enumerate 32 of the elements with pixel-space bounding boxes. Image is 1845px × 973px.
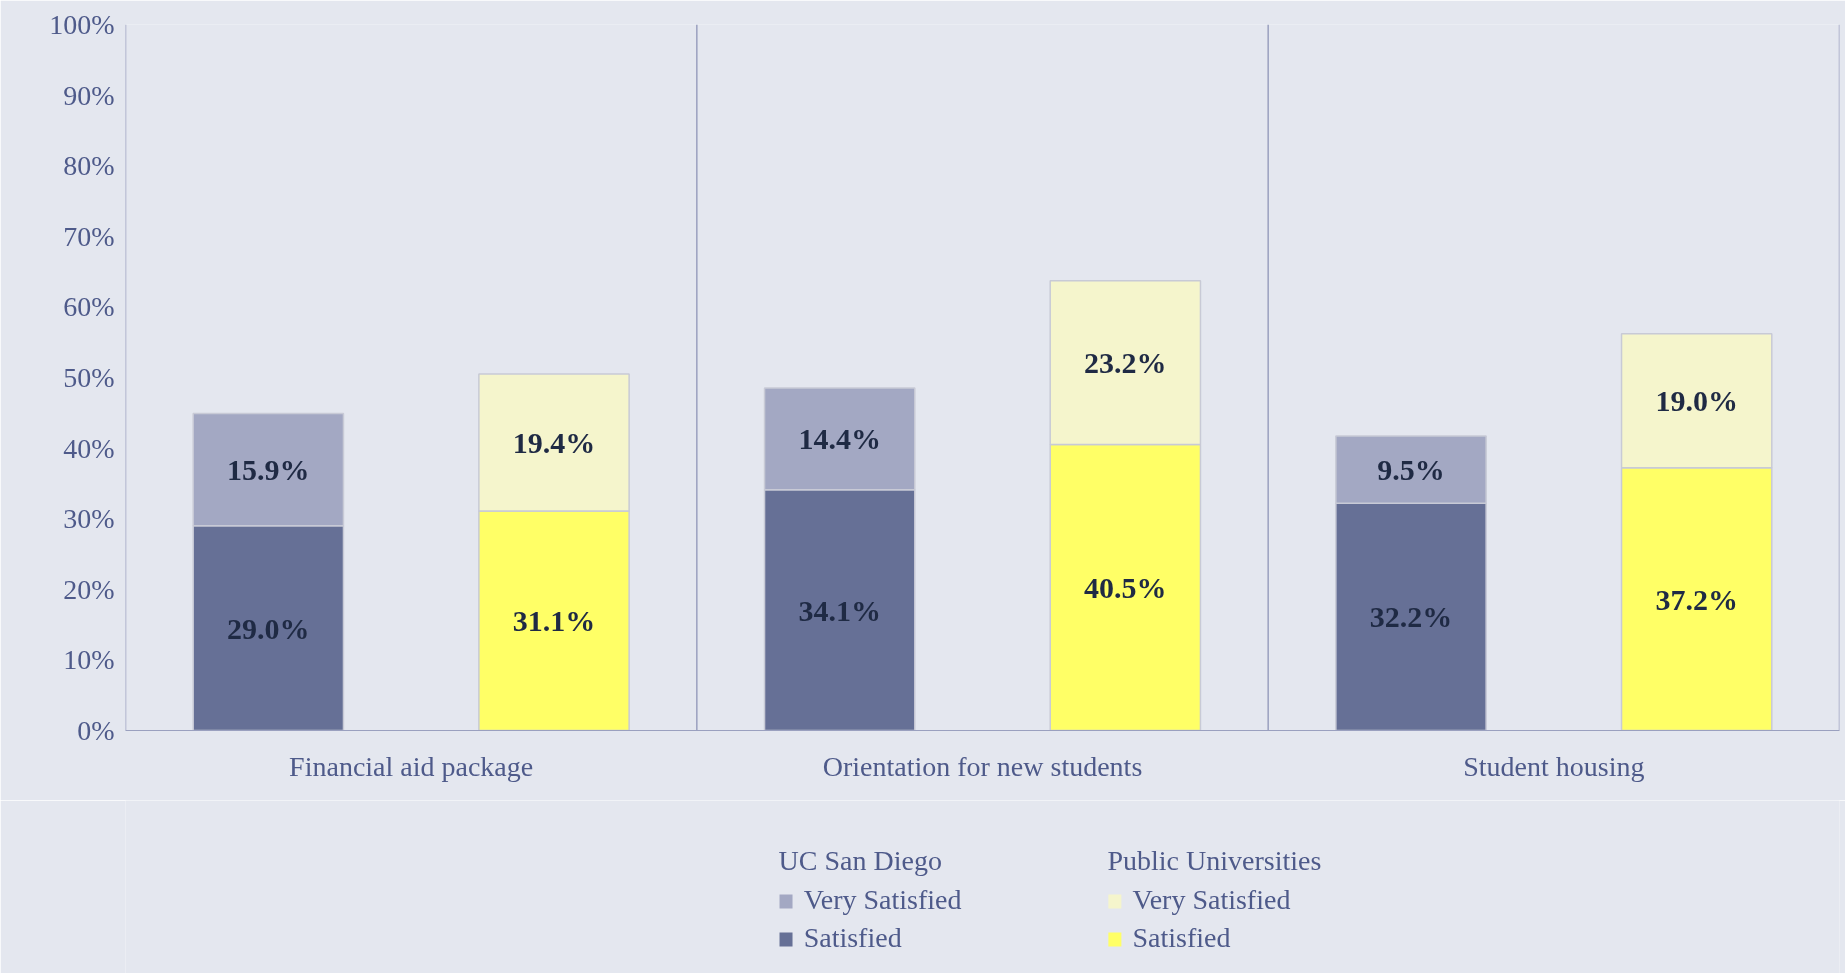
text: Financial aid package xyxy=(289,750,534,782)
legend-label: Very Satisfied xyxy=(803,884,962,915)
data-label: 19.4% xyxy=(512,425,596,459)
data-label: 37.2% xyxy=(1655,582,1738,616)
legend-label: Satisfied xyxy=(803,922,902,953)
y-tick-label: 10% xyxy=(63,644,115,676)
legend-label: Very Satisfied xyxy=(1132,884,1291,915)
y-tick-label: 70% xyxy=(63,220,115,252)
y-tick-label: 100% xyxy=(49,9,115,40)
data-label: 34.1% xyxy=(798,593,881,627)
data-label: 32.2% xyxy=(1369,600,1453,634)
y-tick-label: 20% xyxy=(63,573,115,605)
data-label: 14.4% xyxy=(798,422,881,456)
y-tick-label: 80% xyxy=(63,150,115,182)
y-tick-label: 40% xyxy=(63,432,115,464)
data-label: 40.5% xyxy=(1084,571,1167,605)
y-tick-label: 30% xyxy=(63,503,115,535)
data-label: 29.0% xyxy=(227,611,310,645)
text: UC San Diego xyxy=(778,845,942,876)
data-label: 31.1% xyxy=(512,604,596,638)
y-tick-label: 90% xyxy=(63,79,115,111)
text: Orientation for new students xyxy=(822,750,1143,782)
data-label: 9.5% xyxy=(1377,453,1445,487)
y-tick-label: 60% xyxy=(63,291,115,323)
data-label: 19.0% xyxy=(1655,384,1738,418)
y-tick-label: 50% xyxy=(63,362,115,393)
data-label: 15.9% xyxy=(227,453,310,487)
text: Public Universities xyxy=(1107,845,1322,876)
text: Student housing xyxy=(1463,750,1645,782)
data-label: 23.2% xyxy=(1084,346,1167,380)
y-tick-label: 0% xyxy=(77,715,115,746)
legend-label: Satisfied xyxy=(1132,922,1231,953)
